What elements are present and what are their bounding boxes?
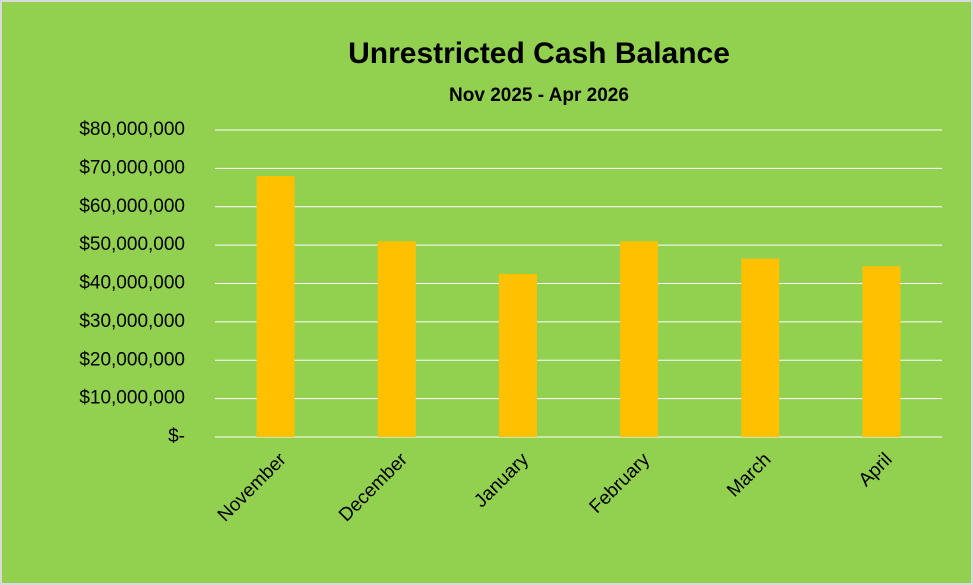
bar [256,176,295,438]
y-tick-label: $20,000,000 [79,349,185,370]
bar [862,266,901,437]
bar [620,241,659,437]
y-tick-label: $- [168,426,185,447]
y-tick-label: $80,000,000 [79,119,185,140]
chart-subtitle: Nov 2025 - Apr 2026 [449,85,629,106]
y-tick-label: $50,000,000 [79,234,185,255]
y-tick-label: $30,000,000 [79,311,185,332]
y-tick-label: $60,000,000 [79,196,185,217]
bar [377,241,416,437]
y-tick-label: $10,000,000 [79,388,185,409]
bar [498,273,537,437]
y-tick-label: $70,000,000 [79,157,185,178]
bar [741,258,780,437]
chart-title: Unrestricted Cash Balance [348,37,730,70]
y-tick-label: $40,000,000 [79,273,185,294]
